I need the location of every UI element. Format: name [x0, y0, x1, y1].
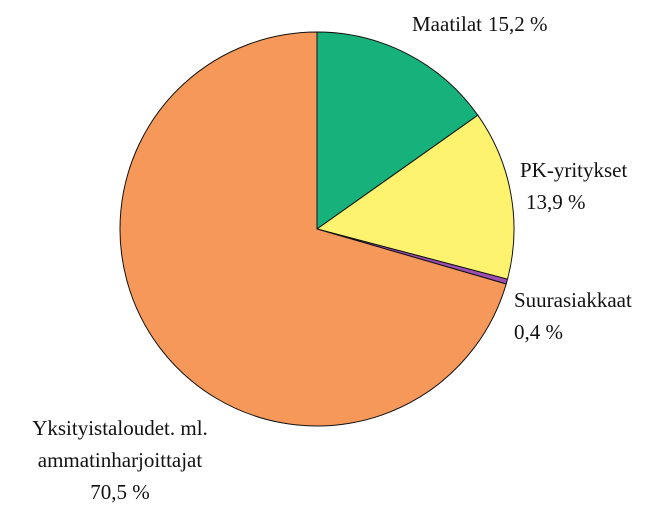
slice-label: Yksityistaloudet. ml. ammatinharjoittaja…: [0, 412, 240, 508]
value-label: 15,2 %: [487, 12, 548, 36]
category-label: Suurasiakkaat: [514, 288, 632, 312]
slice-label: Maatilat 15,2 %: [412, 8, 652, 40]
slice-label: PK-yritykset 13,9 %: [520, 154, 660, 218]
value-label: 70,5 %: [90, 480, 150, 504]
value-label: 13,9 %: [526, 190, 586, 214]
category-label: PK-yritykset: [520, 158, 628, 182]
pie-slice: [119, 31, 507, 427]
category-label: Maatilat: [412, 12, 482, 36]
slice-label: Suurasiakkaat 0,4 %: [514, 284, 667, 348]
value-label: 0,4 %: [514, 320, 563, 344]
pie-slice: [315, 114, 515, 280]
category-label: Yksityistaloudet. ml. ammatinharjoittaja…: [32, 416, 208, 472]
pie-slice: [316, 31, 479, 230]
